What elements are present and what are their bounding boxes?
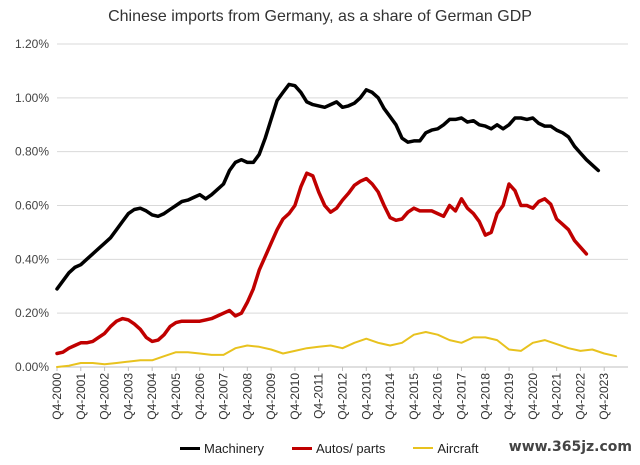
x-tick-label: Q4-2021 (550, 373, 564, 420)
x-tick-label: Q4-2004 (145, 373, 159, 420)
y-tick-label: 0.60% (15, 199, 49, 213)
x-tick-label: Q4-2007 (217, 373, 231, 420)
x-tick-label: Q4-2000 (50, 373, 64, 420)
x-tick-label: Q4-2014 (383, 373, 397, 420)
y-tick-label: 0.40% (15, 252, 49, 266)
y-tick-label: 0.20% (15, 306, 49, 320)
x-tick-label: Q4-2009 (264, 373, 278, 420)
chart-title: Chinese imports from Germany, as a share… (108, 8, 532, 25)
x-tick-label: Q4-2013 (359, 373, 373, 420)
legend-swatch-autos (291, 446, 312, 450)
x-tick-label: Q4-2015 (407, 373, 421, 420)
series-line-machinery (55, 82, 601, 291)
x-tick-label: Q4-2016 (431, 373, 445, 420)
legend-label-autos: Autos/ parts (315, 440, 386, 456)
x-tick-label: Q4-2008 (240, 373, 254, 420)
y-tick-label: 0.00% (15, 360, 49, 374)
x-tick-label: Q4-2006 (193, 373, 207, 420)
x-tick-label: Q4-2012 (336, 373, 350, 420)
x-tick-label: Q4-2018 (478, 373, 492, 420)
x-tick-label: Q4-2011 (312, 373, 326, 419)
legend-item-autos: Autos/ parts (291, 440, 386, 456)
x-tick-label: Q4-2023 (597, 373, 611, 420)
legend-swatch-aircraft (413, 447, 434, 449)
y-tick-label: 0.80% (15, 145, 49, 159)
x-tick-label: Q4-2003 (121, 373, 135, 420)
chart-legend: Machinery Autos/ parts Aircraft (180, 438, 507, 458)
legend-swatch-machinery (180, 446, 200, 450)
series-line-aircraft (56, 331, 618, 368)
legend-label-machinery: Machinery (204, 440, 264, 456)
x-tick-label: Q4-2010 (288, 373, 302, 420)
x-tick-label: Q4-2022 (573, 373, 587, 420)
x-tick-label: Q4-2002 (98, 373, 112, 420)
series-line-autos-parts (55, 171, 589, 356)
x-tick-label: Q4-2005 (169, 373, 183, 420)
x-tick-label: Q4-2001 (74, 373, 88, 420)
y-tick-label: 1.20% (15, 37, 49, 51)
legend-item-aircraft: Aircraft (413, 440, 479, 456)
legend-label-aircraft: Aircraft (437, 440, 479, 456)
x-tick-label: Q4-2019 (502, 373, 516, 420)
y-tick-label: 1.00% (15, 91, 49, 105)
legend-item-machinery: Machinery (180, 441, 264, 456)
x-tick-label: Q4-2017 (454, 373, 468, 420)
watermark: www.365jz.com (508, 439, 632, 455)
x-tick-label: Q4-2020 (526, 373, 540, 420)
